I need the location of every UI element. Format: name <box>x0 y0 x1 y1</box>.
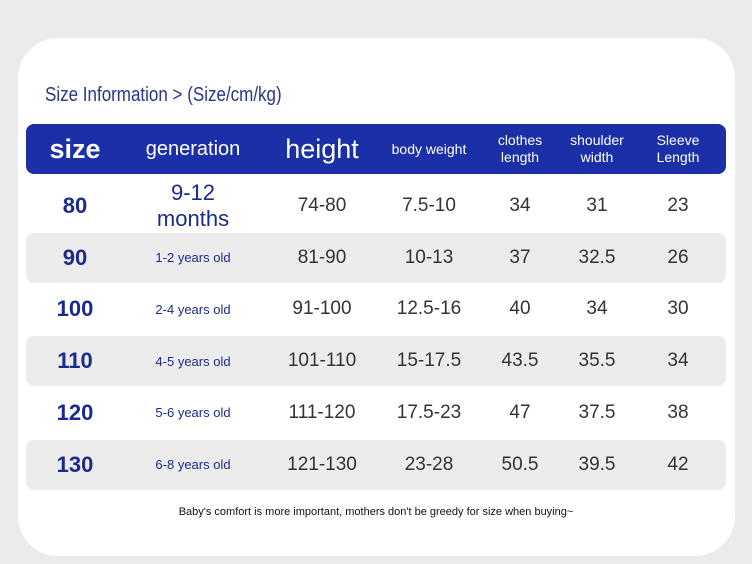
table-cell: 110 <box>57 348 93 374</box>
table-cell: 80 <box>62 193 88 218</box>
table-cell: 1-2 years old <box>155 250 231 266</box>
table-cell: 9-12 months <box>156 180 230 231</box>
table-cell: 34 <box>509 195 531 216</box>
table-cell: 47 <box>509 401 531 423</box>
table-cell: 26 <box>667 246 689 268</box>
header-cell: shoulder width <box>570 132 624 165</box>
table-row: 130 6-8 years old 121-130 23-28 50.5 39.5 42 <box>26 439 726 490</box>
table-cell: 121-130 <box>287 453 357 475</box>
table-cell: 4-5 years old <box>155 353 231 369</box>
table-cell: 37 <box>509 246 531 268</box>
table-cell: 12.5-16 <box>396 298 462 320</box>
table-cell: 42 <box>667 453 689 475</box>
table-cell: 111-120 <box>288 401 356 423</box>
table-cell: 38 <box>667 401 689 423</box>
table-cell: 6-8 years old <box>155 457 231 472</box>
table-cell: 30 <box>667 298 689 320</box>
table-cell: 81-90 <box>297 246 347 268</box>
header-cell: body weight <box>391 140 467 157</box>
table-cell: 17.5-23 <box>396 401 462 423</box>
header-cell: size <box>49 133 101 164</box>
header-cell: clothes length <box>497 132 543 165</box>
table-cell: 91-100 <box>292 298 352 320</box>
table-cell: 7.5-10 <box>402 195 456 216</box>
table-cell: 37.5 <box>578 401 616 423</box>
table-cell: 100 <box>56 296 94 322</box>
table-row: 90 1-2 years old 81-90 10-13 37 32.5 26 <box>26 232 726 283</box>
table-cell: 74-80 <box>297 195 347 216</box>
header-cell: height <box>285 133 359 164</box>
table-cell: 10-13 <box>404 246 454 268</box>
table-row: 110 4-5 years old 101-110 15-17.5 43.5 35.5 34 <box>26 336 726 387</box>
header-cell: Sleeve Length <box>656 132 700 165</box>
table-cell: 2-4 years old <box>155 301 231 317</box>
table-cell: 90 <box>62 244 88 270</box>
table-cell: 15-17.5 <box>396 350 462 372</box>
table-cell: 130 <box>56 451 94 477</box>
table-cell: 23-28 <box>404 453 454 475</box>
table-cell: 50.5 <box>501 453 539 475</box>
table-row: 80 9-12 months 74-80 7.5-10 34 31 23 <box>26 180 726 231</box>
table-row: 120 5-6 years old 111-120 17.5-23 47 37.5 38 <box>26 388 726 438</box>
table-cell: 35.5 <box>578 350 616 372</box>
table-cell: 34 <box>586 298 608 320</box>
title: Size Information > (Size/cm/kg) <box>45 84 282 106</box>
table-cell: 120 <box>56 399 94 425</box>
header-cell: generation <box>145 137 241 160</box>
table-header: size generation height body weight clothes l… <box>26 124 726 174</box>
table-cell: 101-110 <box>287 350 357 372</box>
table-cell: 34 <box>667 350 689 372</box>
table-cell: 23 <box>667 195 689 216</box>
table-cell: 43.5 <box>501 350 539 372</box>
table-cell: 39.5 <box>578 453 616 475</box>
table-row: 100 2-4 years old 91-100 12.5-16 40 34 30 <box>26 284 726 334</box>
table-cell: 5-6 years old <box>155 405 231 421</box>
table-cell: 31 <box>586 195 608 216</box>
table-cell: 32.5 <box>578 246 616 268</box>
note: Baby's comfort is more important, mother… <box>178 506 574 518</box>
table-cell: 40 <box>509 298 531 320</box>
